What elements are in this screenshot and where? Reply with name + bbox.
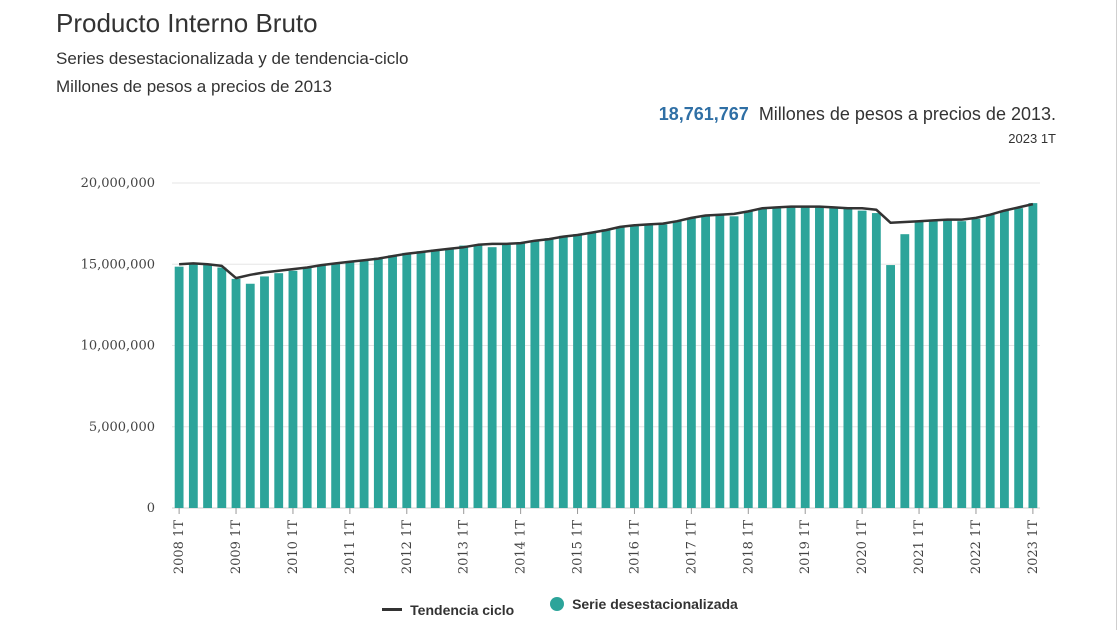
x-tick-label: 2015 1T bbox=[571, 520, 586, 574]
bar-2017-4t bbox=[729, 216, 739, 508]
bar-2016-3t bbox=[658, 224, 668, 508]
x-tick-label: 2011 1T bbox=[343, 520, 358, 574]
bar-2008-3t bbox=[203, 265, 212, 508]
bar-2020-3t bbox=[886, 265, 896, 508]
y-tick-label: 20,000,000 bbox=[81, 176, 155, 191]
x-tick-label: 2019 1T bbox=[798, 520, 813, 574]
chart-title: Producto Interno Bruto bbox=[56, 8, 318, 38]
bar-2022-4t bbox=[1014, 208, 1024, 508]
y-tick-label: 0 bbox=[147, 501, 155, 516]
bar-2009-4t bbox=[274, 273, 284, 508]
bar-2012-1t bbox=[402, 252, 412, 508]
bar-2012-4t bbox=[445, 248, 454, 508]
bar-2018-2t bbox=[758, 209, 767, 508]
bar-2009-1t bbox=[231, 278, 241, 508]
bar-2022-1t bbox=[971, 218, 981, 508]
bar-2015-3t bbox=[601, 229, 611, 508]
bar-2016-4t bbox=[672, 221, 682, 508]
bar-2009-3t bbox=[260, 276, 269, 508]
bar-2015-1t bbox=[573, 234, 582, 508]
latest-value-readout: 18,761,767 Millones de pesos a precios de… bbox=[659, 104, 1056, 125]
x-tick-label: 2021 1T bbox=[912, 520, 927, 574]
bar-2014-1t bbox=[516, 243, 526, 508]
bar-2021-3t bbox=[943, 220, 952, 508]
bar-2018-3t bbox=[772, 208, 782, 508]
x-tick-label: 2017 1T bbox=[684, 520, 699, 574]
bar-2011-2t bbox=[359, 260, 369, 508]
bar-2020-2t bbox=[871, 213, 881, 508]
bar-dot-swatch bbox=[550, 597, 565, 611]
y-tick-label: 10,000,000 bbox=[81, 339, 155, 354]
bar-2016-2t bbox=[644, 225, 654, 508]
bar-2022-2t bbox=[985, 214, 995, 508]
bar-2014-4t bbox=[558, 235, 568, 508]
x-tick-label: 2018 1T bbox=[741, 520, 756, 574]
chart-units: Millones de pesos a precios de 2013 bbox=[56, 77, 332, 96]
bar-2010-3t bbox=[316, 265, 326, 508]
bar-2019-2t bbox=[815, 207, 824, 508]
chart-legend: Tendencia ciclo Serie desestacionalizada bbox=[0, 596, 1120, 618]
bar-2016-1t bbox=[630, 226, 639, 508]
bar-2019-4t bbox=[843, 209, 853, 508]
legend-item-bars[interactable]: Serie desestacionalizada bbox=[550, 596, 738, 612]
bar-2012-3t bbox=[430, 249, 440, 508]
x-tick-label: 2012 1T bbox=[400, 520, 415, 574]
bar-2008-1t bbox=[174, 266, 184, 508]
x-tick-label: 2009 1T bbox=[229, 520, 244, 574]
legend-bar-label: Serie desestacionalizada bbox=[572, 596, 738, 612]
bar-2013-3t bbox=[487, 247, 497, 508]
bar-2010-1t bbox=[288, 270, 298, 508]
x-tick-label: 2022 1T bbox=[969, 520, 984, 574]
chart-subtitle: Series desestacionalizada y de tendencia… bbox=[56, 49, 409, 68]
y-tick-label: 5,000,000 bbox=[89, 420, 155, 435]
bar-2017-2t bbox=[701, 216, 711, 508]
bar-2010-4t bbox=[331, 263, 341, 508]
bar-2010-2t bbox=[302, 267, 312, 508]
bar-2019-3t bbox=[829, 208, 839, 508]
bar-2023-1t bbox=[1028, 203, 1038, 509]
bar-2013-4t bbox=[501, 244, 511, 508]
bar-2015-2t bbox=[587, 232, 597, 508]
latest-value-unit: Millones de pesos a precios de 2013. bbox=[758, 104, 1056, 124]
bar-2011-3t bbox=[373, 257, 383, 508]
panel-border bbox=[1116, 0, 1117, 630]
x-tick-label: 2023 1T bbox=[1026, 520, 1041, 574]
bar-2021-1t bbox=[914, 222, 924, 508]
x-tick-label: 2010 1T bbox=[286, 520, 301, 574]
legend-trend-label: Tendencia ciclo bbox=[410, 601, 515, 618]
bar-2020-1t bbox=[857, 210, 867, 508]
latest-value: 18,761,767 bbox=[658, 104, 749, 124]
x-tick-label: 2008 1T bbox=[172, 520, 187, 574]
x-tick-label: 2014 1T bbox=[514, 520, 529, 574]
x-tick-label: 2016 1T bbox=[627, 520, 642, 574]
latest-period: 2023 1T bbox=[1008, 131, 1056, 146]
bar-2021-4t bbox=[957, 221, 967, 508]
bar-2014-3t bbox=[544, 238, 554, 508]
bar-2019-1t bbox=[800, 207, 810, 508]
trend-line-swatch bbox=[382, 608, 403, 611]
bar-2008-2t bbox=[188, 264, 198, 508]
bar-2012-2t bbox=[416, 251, 426, 508]
bar-2017-1t bbox=[686, 217, 696, 508]
bar-2020-4t bbox=[900, 234, 910, 508]
bar-2022-3t bbox=[1000, 210, 1009, 508]
trend-cycle-line bbox=[179, 202, 1034, 280]
bar-2013-1t bbox=[459, 245, 469, 508]
bar-2014-2t bbox=[530, 240, 540, 508]
bar-2017-3t bbox=[715, 215, 725, 508]
y-tick-label: 15,000,000 bbox=[81, 257, 155, 272]
x-tick-label: 2020 1T bbox=[855, 520, 870, 574]
x-tick-label: 2013 1T bbox=[457, 520, 472, 574]
bar-2015-4t bbox=[615, 226, 625, 508]
bar-2009-2t bbox=[245, 283, 255, 508]
bar-2013-2t bbox=[473, 244, 483, 508]
bar-2018-1t bbox=[743, 211, 753, 508]
legend-item-trend[interactable]: Tendencia ciclo bbox=[382, 602, 514, 618]
bar-2011-4t bbox=[388, 255, 397, 508]
bar-2011-1t bbox=[345, 261, 355, 508]
bar-2008-4t bbox=[217, 267, 227, 508]
bar-2018-4t bbox=[786, 207, 796, 508]
bar-2021-2t bbox=[928, 220, 938, 508]
